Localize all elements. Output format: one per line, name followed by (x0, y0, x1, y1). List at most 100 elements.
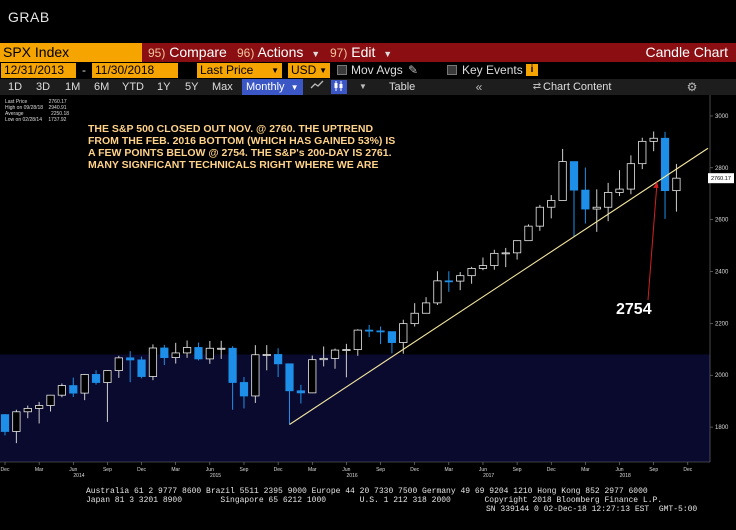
chevron-down-icon: ▼ (271, 66, 279, 75)
y-tick-label: 2800 (715, 166, 729, 172)
legend-average-value: 2250.18 (50, 111, 70, 117)
candle-down (444, 280, 453, 283)
table-button[interactable]: Table (389, 81, 416, 93)
period-ytd[interactable]: YTD (122, 81, 144, 93)
annotation-line-2: FROM THE FEB. 2016 BOTTOM (WHICH HAS GAI… (88, 135, 396, 147)
mov-avgs-checkbox[interactable] (337, 65, 347, 75)
x-tick-label: Dec (410, 467, 419, 473)
legend-low-label: Low on 02/28/14 (5, 117, 42, 123)
y-tick-label: 2600 (715, 218, 729, 224)
period-1d[interactable]: 1D (8, 81, 23, 93)
frequency-select[interactable]: Monthly ▼ (242, 79, 303, 95)
x-tick-label: Dec (1, 467, 10, 473)
candle-down (365, 329, 374, 332)
compare-label: Compare (169, 44, 227, 60)
currency-select[interactable]: USD ▼ (288, 63, 330, 78)
x-tick-label: Sep (103, 467, 112, 473)
candle-down (660, 137, 670, 192)
legend-low: Low on 02/28/14 1737.92 (5, 117, 69, 123)
x-tick-label: Jun (342, 467, 350, 473)
candle-down (387, 331, 397, 343)
candle-down (285, 363, 294, 392)
candle-down (228, 347, 237, 383)
chart-content-button[interactable]: Chart Content (543, 81, 612, 93)
period-3d[interactable]: 3D (36, 81, 51, 93)
line-chart-glyph (310, 80, 324, 89)
candle-up (57, 385, 67, 396)
x-tick-label: Jun (615, 467, 623, 473)
candle-down (296, 390, 305, 394)
candle-up (399, 323, 408, 343)
x-tick-label: Jun (69, 467, 77, 473)
mov-avgs-label: Mov Avgs (351, 63, 403, 77)
x-tick-label: Mar (35, 467, 44, 473)
last-price-tag-label: 2760.17 (711, 176, 731, 182)
legend-last-price-value: 2760.17 (48, 99, 67, 105)
arrows-icon[interactable]: ⇄ (532, 81, 542, 92)
end-date-field[interactable]: 11/30/2018 (92, 63, 178, 78)
collapse-left-icon[interactable]: « (475, 80, 483, 94)
period-max[interactable]: Max (212, 81, 233, 93)
x-tick-label: Mar (581, 467, 590, 473)
candle-up (467, 268, 476, 277)
actions-number: 96) (237, 46, 255, 60)
x-tick-label: Mar (171, 467, 180, 473)
line-chart-icon[interactable] (308, 80, 326, 94)
legend-high-label: High on 09/28/18 (5, 105, 44, 111)
trendline (289, 147, 709, 425)
compare-button[interactable]: 95) Compare (148, 44, 227, 61)
price-field-select[interactable]: Last Price ▼ (197, 63, 282, 78)
pencil-icon[interactable]: ✎ (408, 63, 419, 77)
candle-up (513, 240, 522, 254)
candle-up (547, 200, 556, 208)
candle-up (23, 408, 32, 413)
y-tick-label: 2400 (715, 270, 729, 276)
candle-up (148, 347, 158, 377)
candle-down (376, 330, 385, 333)
edit-button[interactable]: 97) Edit ▼ (330, 44, 392, 61)
period-1m[interactable]: 1M (65, 81, 81, 93)
period-1y[interactable]: 1Y (157, 81, 171, 93)
candle-down (137, 359, 146, 377)
chevron-down-icon: ▼ (290, 83, 299, 92)
candle-up (672, 177, 681, 192)
key-events-checkbox[interactable] (447, 65, 457, 75)
x-tick-label: Dec (683, 467, 692, 473)
trendline-callout: 2754 (616, 301, 652, 318)
candle-up (638, 140, 647, 165)
actions-button[interactable]: 96) Actions ▼ (237, 44, 320, 61)
info-icon[interactable]: i (526, 64, 538, 76)
period-5y[interactable]: 5Y (185, 81, 199, 93)
candle-up (308, 359, 317, 394)
candle-down (581, 189, 590, 210)
candle-up (342, 349, 351, 351)
y-tick-label: 2000 (715, 373, 729, 379)
price-field-label: Last Price (200, 63, 254, 77)
candle-up (35, 405, 44, 409)
candle-up (501, 252, 510, 255)
candle-up (353, 329, 362, 350)
key-events-label: Key Events (462, 63, 523, 77)
x-tick-label: Dec (547, 467, 556, 473)
start-date-field[interactable]: 12/31/2013 (1, 63, 76, 78)
candle-down (69, 385, 78, 394)
uptrend-line (289, 147, 709, 425)
candle-down (569, 161, 579, 191)
candle-up (433, 280, 442, 304)
period-6m[interactable]: 6M (94, 81, 110, 93)
range-toolbar: 12/31/2013 - 11/30/2018 Last Price ▼ USD… (0, 62, 736, 79)
candle-up (262, 354, 271, 356)
candle-up (421, 302, 431, 314)
candle-up (558, 161, 567, 201)
ticker-field[interactable]: SPX Index (0, 43, 142, 62)
candle-up (80, 374, 89, 394)
x-tick-label: Sep (513, 467, 522, 473)
x-tick-label: Dec (274, 467, 283, 473)
gear-icon[interactable]: ⚙ (686, 80, 698, 94)
candle-chart-icon[interactable] (331, 80, 347, 94)
period-toolbar: 1D 3D 1M 6M YTD 1Y 5Y Max Monthly ▼ ▼ Ta… (0, 79, 736, 95)
candle-up (319, 357, 328, 361)
chevron-down-icon[interactable]: ▼ (359, 82, 367, 91)
footer-line-2: Japan 81 3 3201 8900 Singapore 65 6212 1… (86, 496, 663, 505)
legend-average: Average 2250.18 (5, 111, 69, 117)
